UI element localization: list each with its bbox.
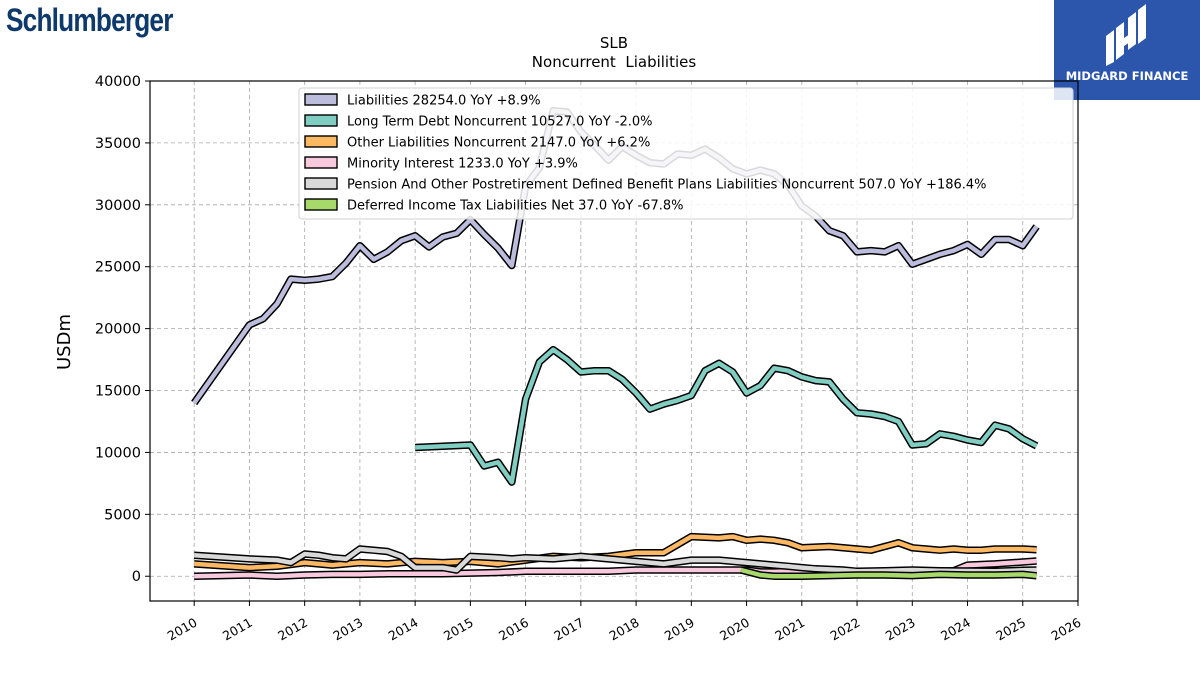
y-axis-label: USDm <box>54 314 75 370</box>
x-tick-label: 2019 <box>662 615 697 644</box>
x-tick-label: 2012 <box>275 615 310 644</box>
y-tick-label: 0 <box>132 569 141 585</box>
legend-entry: Liabilities 28254.0 YoY +8.9% <box>347 94 541 109</box>
legend-swatch <box>304 156 338 169</box>
legend-swatch <box>304 177 338 190</box>
x-tick-label: 2021 <box>772 615 807 644</box>
chart-subtitle: Noncurrent Liabilities <box>532 53 697 71</box>
x-tick-label: 2011 <box>220 615 255 644</box>
legend-entry: Pension And Other Postretirement Defined… <box>347 178 987 193</box>
x-tick-label: 2017 <box>551 615 586 644</box>
x-tick-label: 2014 <box>386 615 421 644</box>
y-tick-label: 35000 <box>95 136 141 152</box>
plot-frame <box>149 80 1079 602</box>
y-tick-label: 10000 <box>95 445 141 461</box>
x-tick-label: 2023 <box>883 615 918 644</box>
legend-entry: Deferred Income Tax Liabilities Net 37.0… <box>347 199 683 214</box>
x-tick-label: 2024 <box>938 615 973 644</box>
legend-entry: Minority Interest 1233.0 YoY +3.9% <box>347 157 578 172</box>
x-tick-label: 2010 <box>165 615 200 644</box>
series-line <box>414 347 1038 485</box>
series-line <box>194 534 1037 570</box>
legend-swatch <box>304 198 338 211</box>
x-tick-label: 2025 <box>993 615 1028 644</box>
y-tick-label: 15000 <box>95 384 141 400</box>
legend-entry: Long Term Debt Noncurrent 10527.0 YoY -2… <box>347 115 653 130</box>
x-tick-label: 2020 <box>717 615 752 644</box>
legend-entry: Other Liabilities Noncurrent 2147.0 YoY … <box>347 136 650 151</box>
legend-swatch <box>304 135 338 148</box>
legend-box <box>298 87 1074 220</box>
partner-name: MIDGARD FINANCE <box>1065 69 1189 83</box>
legend-swatch <box>304 93 338 106</box>
legend-swatch <box>304 114 338 127</box>
y-tick-label: 25000 <box>95 260 141 276</box>
series-line <box>740 567 1037 579</box>
x-tick-label: 2018 <box>607 615 642 644</box>
brand-logo: Schlumberger <box>6 2 173 38</box>
legend: Liabilities 28254.0 YoY +8.9% Long Term D… <box>298 87 1074 220</box>
x-tick-label: 2015 <box>441 615 476 644</box>
x-tick-label: 2022 <box>827 615 862 644</box>
x-tick-label: 2016 <box>496 615 531 644</box>
x-tick-label: 2026 <box>1048 615 1083 644</box>
partner-mark-icon <box>1106 4 1146 66</box>
chart-title: SLB <box>600 34 628 52</box>
x-tick-label: 2013 <box>330 615 365 644</box>
y-tick-label: 20000 <box>95 322 141 338</box>
y-tick-label: 40000 <box>95 74 141 90</box>
y-tick-label: 5000 <box>104 507 141 523</box>
y-tick-label: 30000 <box>95 198 141 214</box>
